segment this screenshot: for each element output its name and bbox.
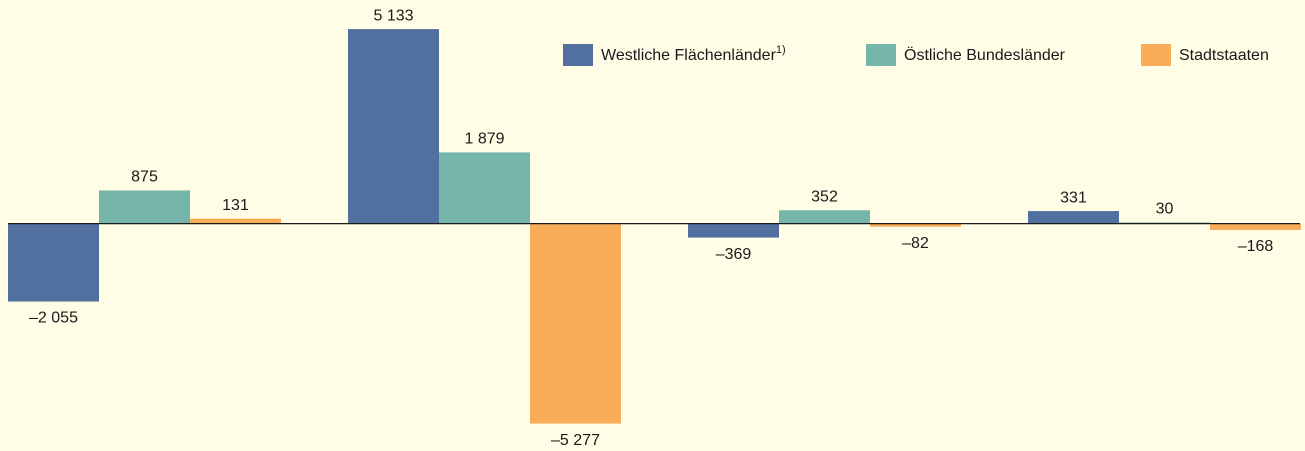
- bar: [870, 223, 961, 227]
- value-label: –82: [902, 235, 929, 252]
- bar: [348, 29, 439, 224]
- value-label: –168: [1238, 238, 1274, 255]
- legend-swatch: [563, 44, 593, 66]
- value-label: 352: [811, 188, 838, 205]
- legend-swatch: [866, 44, 896, 66]
- bar: [530, 223, 621, 424]
- legend-label: Stadtstaaten: [1179, 47, 1269, 64]
- value-label: 331: [1060, 189, 1087, 206]
- value-label: 875: [131, 169, 158, 186]
- bar: [1210, 223, 1301, 230]
- legend-text: Westliche Flächenländer: [601, 47, 777, 64]
- bar: [190, 218, 281, 224]
- bar: [439, 152, 530, 224]
- bar: [688, 223, 779, 238]
- legend-text: Östliche Bundesländer: [904, 46, 1066, 64]
- value-label: 30: [1156, 201, 1174, 218]
- legend-text: Stadtstaaten: [1179, 47, 1269, 64]
- bar: [1028, 211, 1119, 224]
- bar: [8, 223, 99, 302]
- value-label: 1 879: [464, 131, 504, 148]
- value-label: 131: [222, 197, 249, 214]
- legend-label: Östliche Bundesländer: [904, 46, 1066, 64]
- legend-label: Westliche Flächenländer1): [601, 44, 786, 64]
- value-label: –2 055: [29, 310, 78, 327]
- bar: [779, 210, 870, 224]
- bar: [99, 190, 190, 224]
- value-label: –5 277: [551, 432, 600, 449]
- value-label: –369: [716, 246, 752, 263]
- legend-swatch: [1141, 44, 1171, 66]
- value-label: 5 133: [373, 7, 413, 24]
- legend-note: 1): [776, 44, 786, 56]
